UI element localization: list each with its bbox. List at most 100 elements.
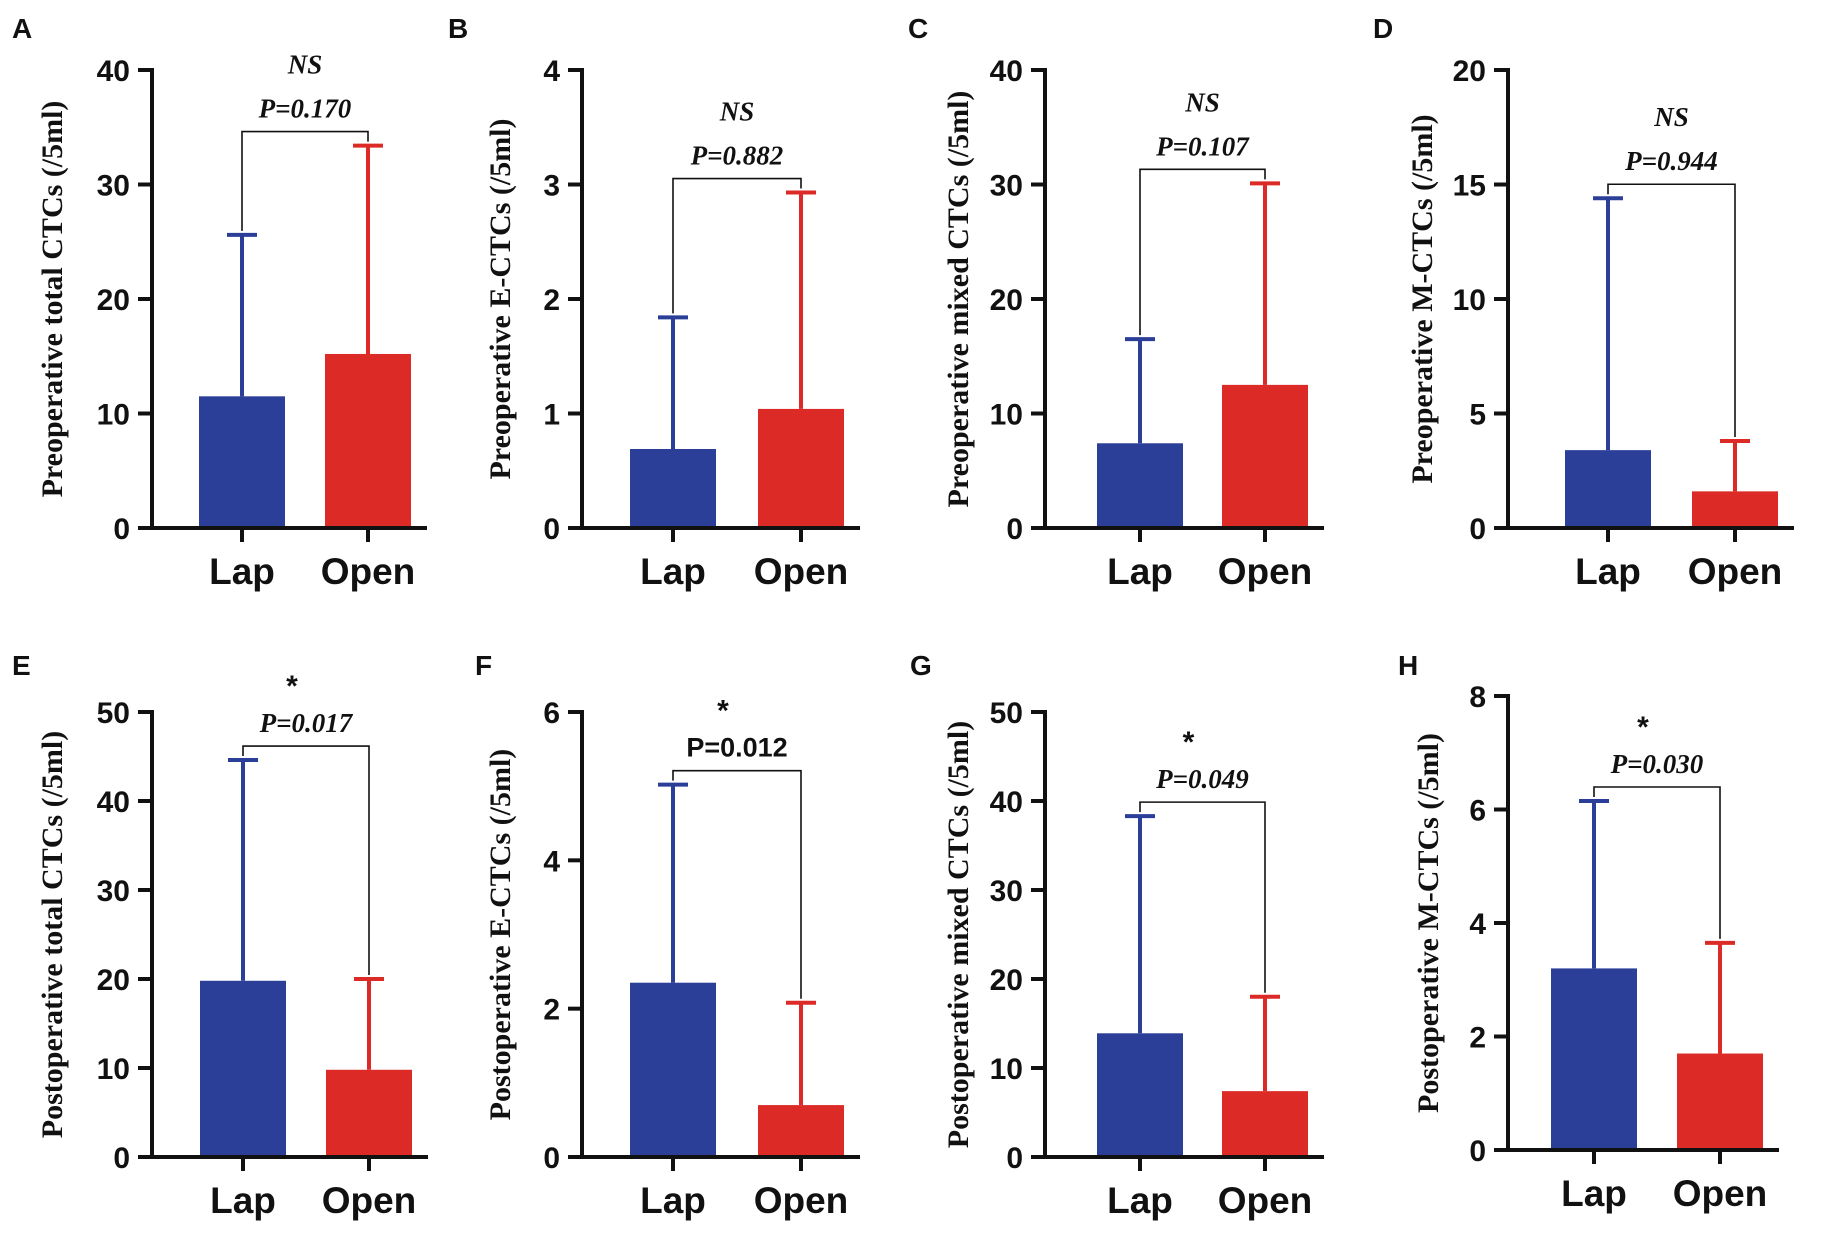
panel-letter: A: [12, 13, 32, 44]
y-tick-label: 5: [1469, 399, 1486, 432]
y-tick-label: 20: [97, 284, 130, 317]
y-tick-label: 6: [543, 697, 560, 730]
significance-bracket: [241, 130, 369, 231]
panel-letter: D: [1373, 13, 1393, 44]
panel-G: G Postoperative mixed CTCs (/5ml) Lap Open 0…: [910, 650, 1324, 1221]
panel-letter: C: [908, 13, 928, 44]
y-tick-label: 40: [97, 786, 130, 819]
significance-marker: NS: [1184, 87, 1220, 117]
y-tick-label: 40: [990, 55, 1023, 88]
significance-marker: NS: [719, 97, 755, 127]
bar-open: [1692, 491, 1778, 528]
y-tick-label: 3: [543, 170, 560, 203]
panel-A: A Preoperative total CTCs (/5ml) Lap Open 0 1…: [12, 13, 427, 592]
panel-letter: F: [475, 650, 492, 681]
y-tick-label: 0: [543, 1142, 560, 1175]
y-tick-label: 30: [990, 170, 1023, 203]
y-tick-label: 0: [113, 1142, 130, 1175]
p-value: P=0.882: [690, 141, 784, 171]
y-tick-label: 20: [1453, 55, 1486, 88]
bar-lap: [200, 980, 286, 1157]
y-tick-label: 50: [97, 697, 130, 730]
bar-lap: [1097, 443, 1183, 528]
y-axis-label: Postoperative total CTCs (/5ml): [36, 731, 69, 1138]
x-tick-label: Lap: [1561, 1173, 1627, 1214]
bar-lap: [630, 448, 716, 528]
x-tick-label: Lap: [210, 1180, 276, 1221]
y-tick-label: 15: [1453, 170, 1486, 203]
y-tick-label: 6: [1469, 795, 1486, 828]
y-tick-label: 10: [990, 399, 1023, 432]
y-tick-label: 30: [97, 170, 130, 203]
y-tick-label: 2: [543, 284, 560, 317]
p-value: P=0.107: [1155, 131, 1250, 161]
p-value: P=0.944: [1624, 146, 1718, 176]
x-tick-label: Open: [1688, 551, 1783, 592]
panel-letter: E: [12, 650, 31, 681]
x-tick-label: Lap: [1107, 551, 1173, 592]
y-tick-label: 4: [1469, 908, 1486, 941]
y-tick-label: 40: [97, 55, 130, 88]
y-tick-label: 1: [543, 399, 560, 432]
significance-marker: *: [286, 670, 298, 703]
y-tick-label: 40: [990, 786, 1023, 819]
panel-C: C Preoperative mixed CTCs (/5ml) Lap Open 0 1…: [908, 13, 1324, 592]
bar-open: [1222, 1091, 1308, 1157]
x-tick-label: Lap: [1107, 1180, 1173, 1221]
significance-marker: NS: [287, 50, 323, 80]
significance-bracket: [1593, 786, 1721, 939]
y-tick-label: 0: [1006, 513, 1023, 546]
y-axis-label: Preoperative M-CTCs (/5ml): [1406, 114, 1439, 483]
y-tick-label: 4: [543, 55, 560, 88]
y-tick-label: 20: [990, 284, 1023, 317]
panel-H: H Postoperative M-CTCs (/5ml) Lap Open 0 2 4 6 8…: [1398, 650, 1779, 1214]
significance-bracket: [672, 769, 802, 999]
bar-lap: [1565, 450, 1651, 528]
significance-marker: NS: [1653, 102, 1689, 132]
p-value: P=0.049: [1155, 764, 1249, 794]
y-tick-label: 0: [1469, 513, 1486, 546]
significance-bracket: [242, 745, 370, 975]
y-tick-label: 4: [543, 845, 560, 878]
y-axis-label: Preoperative total CTCs (/5ml): [36, 101, 69, 498]
x-tick-label: Lap: [1575, 551, 1641, 592]
panel-letter: H: [1398, 650, 1418, 681]
y-tick-label: 0: [113, 513, 130, 546]
x-tick-label: Open: [1673, 1173, 1768, 1214]
panel-F: F Postoperative E-CTCs (/5ml) Lap Open 0 2 4 6 P…: [475, 650, 860, 1221]
y-axis-label: Preoperative mixed CTCs (/5ml): [942, 91, 975, 508]
x-tick-label: Open: [321, 551, 416, 592]
significance-bracket: [1139, 801, 1266, 993]
bar-open: [326, 1069, 412, 1157]
y-tick-label: 20: [97, 964, 130, 997]
y-axis-label: Postoperative M-CTCs (/5ml): [1412, 733, 1445, 1113]
y-tick-label: 0: [543, 513, 560, 546]
bar-open: [758, 1105, 844, 1157]
bar-lap: [1551, 968, 1637, 1150]
x-tick-label: Lap: [640, 1180, 706, 1221]
significance-bracket: [1607, 183, 1736, 437]
x-tick-label: Open: [754, 1180, 849, 1221]
bar-lap: [630, 982, 716, 1157]
significance-marker: *: [717, 695, 729, 728]
bar-open: [1677, 1053, 1763, 1150]
y-axis-label: Postoperative mixed CTCs (/5ml): [942, 721, 975, 1148]
x-tick-label: Open: [1218, 1180, 1313, 1221]
y-tick-label: 2: [543, 994, 560, 1027]
y-tick-label: 30: [990, 875, 1023, 908]
panel-letter: B: [448, 13, 468, 44]
y-tick-label: 10: [97, 399, 130, 432]
significance-marker: *: [1637, 711, 1649, 744]
p-value: P=0.017: [259, 708, 354, 738]
x-tick-label: Open: [1218, 551, 1313, 592]
significance-bracket: [1139, 168, 1266, 336]
panel-B: B Preoperative E-CTCs (/5ml) Lap Open 0 1 2 3 4 P…: [448, 13, 860, 592]
x-tick-label: Lap: [640, 551, 706, 592]
bar-lap: [1097, 1033, 1183, 1157]
y-tick-label: 30: [97, 875, 130, 908]
p-value: P=0.170: [258, 94, 352, 124]
panel-letter: G: [910, 650, 932, 681]
bar-open: [325, 353, 411, 528]
bar-open: [1222, 384, 1308, 528]
